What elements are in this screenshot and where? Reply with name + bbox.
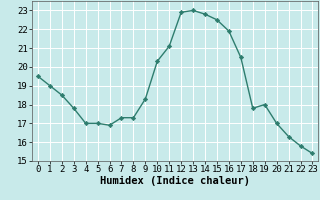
X-axis label: Humidex (Indice chaleur): Humidex (Indice chaleur) (100, 176, 250, 186)
